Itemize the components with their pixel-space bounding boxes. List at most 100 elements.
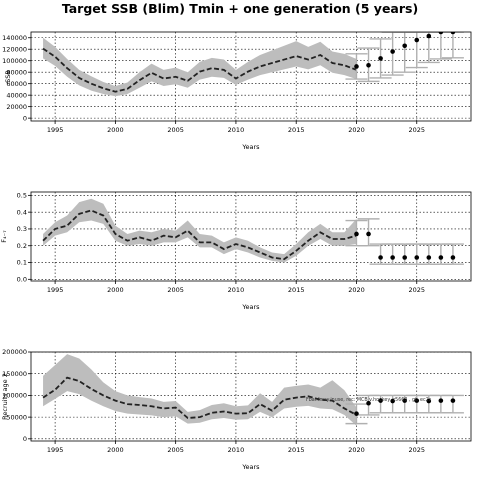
ssb-xtick-label-2015: 2015 (288, 126, 305, 134)
fbar-xtick-label-2005: 2005 (167, 286, 184, 294)
ssb-projection-whisker-2027 (429, 32, 452, 60)
fbar-projection-whisker-2026 (417, 243, 440, 265)
ssb-projection-point-2027 (438, 32, 444, 35)
recruitment-projection-point-2021 (366, 400, 371, 406)
fbar-projection-point-2023 (390, 255, 395, 260)
fbar-plot-area (31, 192, 471, 281)
fbar-xlabel: Years (241, 303, 260, 311)
ssb-ytick-label-80000: 80000 (6, 68, 27, 76)
ssb-projection-point-2025 (414, 37, 420, 43)
ssb-panel: 1995 2000 2005 2010 2015 2020 2025 0 20000 40000 6… (2, 31, 472, 151)
ssb-history-median-line (42, 47, 357, 93)
recruitment-projection-point-2028 (450, 398, 456, 403)
fbar-projection-point-2022 (378, 255, 383, 260)
recruitment-projection-point-2027 (438, 398, 444, 403)
recruitment-xtick-label-2005: 2005 (167, 446, 184, 454)
recruitment-xtick-label-1995: 1995 (47, 446, 64, 454)
fbar-xtick-label-2020: 2020 (348, 286, 365, 294)
fbar-ytick-label-0.2: 0.2 (17, 242, 27, 250)
recruitment-projection-point-2023 (390, 398, 395, 404)
ssb-projection-point-2022 (378, 56, 383, 61)
fbar-frame (30, 191, 472, 282)
recruitment-xtick-label-2000: 2000 (107, 446, 124, 454)
ssb-ytick-label-40000: 40000 (6, 91, 27, 99)
recruitment-xtick-label-2020: 2020 (348, 446, 365, 454)
ssb-xtick-label-1995: 1995 (47, 126, 64, 134)
ssb-projection-point-2021 (366, 63, 371, 68)
ssb-history-band (43, 37, 357, 97)
ssb-ylabel: SSB (4, 70, 12, 83)
fbar-xtick-label-2015: 2015 (288, 286, 305, 294)
fbar-projection-point-2027 (438, 255, 444, 260)
ssb-xlabel: Years (241, 143, 260, 151)
fbar-xtick-label-1995: 1995 (47, 286, 64, 294)
fbar-projection-whisker-2022 (369, 243, 392, 265)
ssb-ytick-label-20000: 20000 (6, 103, 27, 111)
ssb-projection-whisker-2024 (393, 32, 416, 73)
recruitment-projection-point-2024 (402, 398, 407, 403)
recruitment-ytick-label-100000: 100000 (2, 392, 27, 400)
recruitment-history-median-line (42, 376, 357, 419)
fbar-ylabel: F₄₋₇ (0, 230, 8, 243)
recruitment-ytick-label-200000: 200000 (2, 348, 27, 356)
ssb-xtick-label-2000: 2000 (107, 126, 124, 134)
fbar-projection-point-2025 (414, 255, 420, 260)
recruitment-panel: 1995 2000 2005 2010 2015 2020 2025 0 50000 100000… (1, 348, 472, 471)
ssb-plot-area (31, 32, 471, 121)
fbar-history-band (43, 198, 357, 263)
recruitment-xtick-label-2015: 2015 (288, 446, 305, 454)
ssb-frame (30, 31, 472, 122)
fbar-xtick-label-2000: 2000 (107, 286, 124, 294)
ssb-projection-point-2028 (450, 32, 456, 35)
fbar-projection-whisker-2023 (381, 243, 404, 265)
recruitment-history-band (43, 354, 357, 426)
ssb-ytick-label-100000: 100000 (2, 57, 27, 65)
ssb-xtick-label-2005: 2005 (167, 126, 184, 134)
recruitment-projection-whisker-2028 (441, 394, 464, 414)
fbar-ytick-label-0.5: 0.5 (17, 192, 27, 200)
fbar-projection-whisker-2024 (393, 243, 416, 265)
fbar-projection-point-2020 (354, 231, 359, 237)
ssb-ytick-label-120000: 120000 (2, 45, 27, 53)
fbar-ytick-label-0.3: 0.3 (17, 225, 27, 233)
fbar-ytick-label-0.1: 0.1 (17, 259, 27, 267)
ssb-xtick-label-2025: 2025 (408, 126, 425, 134)
ssb-projection-whisker-2028 (441, 32, 464, 59)
ssb-projection-point-2023 (390, 49, 395, 54)
fbar-projection-whisker-2027 (429, 243, 452, 265)
fbar-xtick-label-2025: 2025 (408, 286, 425, 294)
ssb-projection-point-2026 (426, 33, 432, 39)
ssb-ytick-label-0: 0 (23, 114, 27, 122)
recruitment-xlabel: Years (241, 463, 260, 471)
fbar-projection-point-2024 (402, 255, 407, 260)
recruitment-ytick-label-0: 0 (23, 435, 27, 443)
recruitment-ytick-label-150000: 150000 (2, 370, 27, 378)
recruitment-projection-point-2025 (414, 398, 420, 403)
ssb-projection-point-2020 (354, 64, 359, 69)
recruitment-frame (30, 351, 472, 442)
recruitment-ytick-label-50000: 50000 (6, 413, 27, 421)
recruitment-projection-point-2022 (378, 398, 383, 403)
recruitment-projection-whisker-2027 (429, 394, 452, 414)
fbar-projection-whisker-2025 (405, 243, 428, 265)
ssb-ytick-label-60000: 60000 (6, 80, 27, 88)
fbar-history-median-line (42, 209, 357, 261)
ssb-xtick-label-2020: 2020 (348, 126, 365, 134)
recruitment-xtick-label-2010: 2010 (228, 446, 245, 454)
recruitment-annotation: Fbar.fmsy.inuse, rec: MCB v.hockey, r566… (306, 397, 432, 403)
recruitment-ylabel: Recruits age 2 (1, 373, 9, 420)
recruitment-plot-area (31, 352, 471, 441)
fbar-projection-point-2026 (426, 255, 432, 260)
fbar-projection-point-2028 (450, 255, 456, 260)
recruitment-projection-point-2020 (354, 411, 359, 416)
fbar-panel: 1995 2000 2005 2010 2015 2020 2025 0.0 0.1 0.2 0.3… (0, 191, 472, 311)
fbar-ytick-label-0.4: 0.4 (17, 208, 27, 216)
fbar-projection-whisker-2028 (441, 243, 464, 265)
ssb-ytick-label-140000: 140000 (2, 34, 27, 42)
fbar-ytick-label-0.0: 0.0 (17, 276, 27, 284)
recruitment-xtick-label-2025: 2025 (408, 446, 425, 454)
ssb-projection-point-2024 (402, 43, 407, 49)
ssb-xtick-label-2010: 2010 (228, 126, 245, 134)
recruitment-projection-point-2026 (426, 398, 432, 404)
